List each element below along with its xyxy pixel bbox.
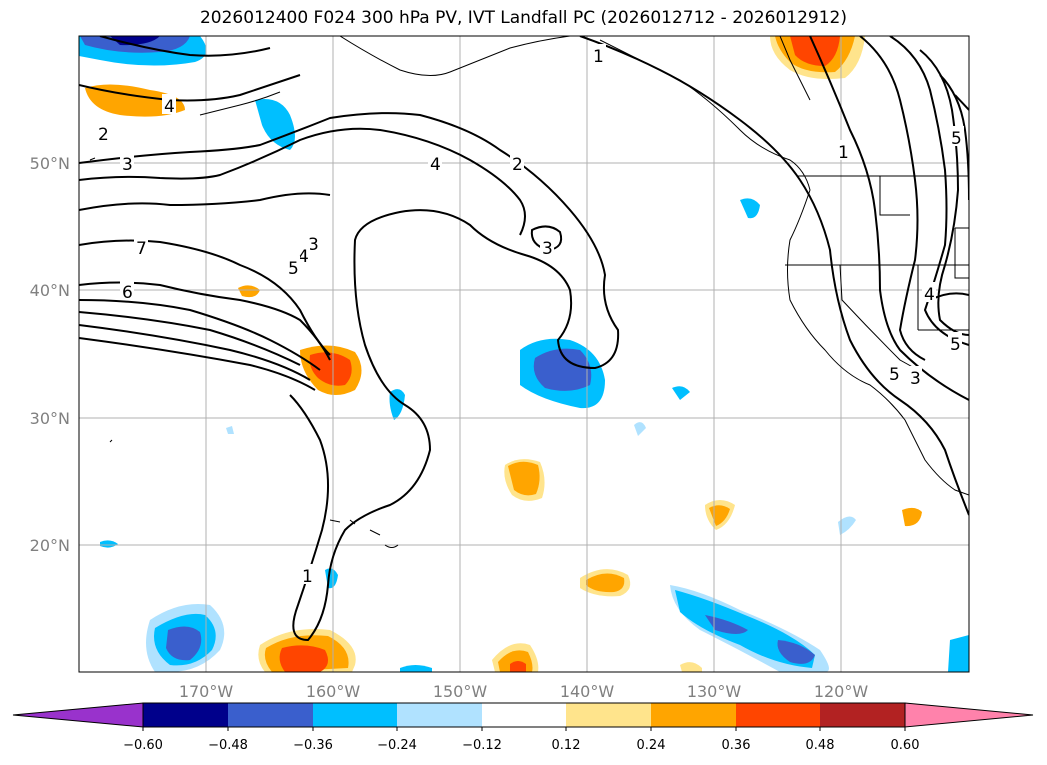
colorbar-swatch <box>651 703 736 727</box>
colorbar-tick-label: −0.48 <box>208 738 248 753</box>
colorbar-tick-label: 0.60 <box>891 738 920 753</box>
svg-text:150°W: 150°W <box>433 682 488 701</box>
svg-text:40°N: 40°N <box>30 281 70 300</box>
colorbar-tick-label: 0.12 <box>552 738 581 753</box>
svg-text:4: 4 <box>430 155 441 175</box>
map-frame <box>78 35 970 673</box>
svg-text:1: 1 <box>302 567 313 587</box>
colorbar-swatch <box>566 703 651 727</box>
latitude-labels: 50°N 40°N 30°N 20°N <box>30 154 70 555</box>
pv-contours <box>79 36 969 642</box>
pv-fill-negative <box>79 36 969 672</box>
svg-text:20°N: 20°N <box>30 536 70 555</box>
svg-text:4: 4 <box>164 97 175 117</box>
colorbar-swatch <box>143 703 228 727</box>
svg-text:120°W: 120°W <box>814 682 869 701</box>
colorbar-extend-max <box>904 702 1034 728</box>
svg-text:130°W: 130°W <box>687 682 742 701</box>
svg-text:170°W: 170°W <box>179 682 234 701</box>
colorbar: −0.60 −0.48 −0.36 −0.24 −0.12 0.12 0.24 … <box>12 702 1034 753</box>
svg-text:4: 4 <box>924 285 935 305</box>
colorbar-tick-label: 0.24 <box>637 738 666 753</box>
colorbar-tick-label: −0.60 <box>123 738 163 753</box>
svg-text:5: 5 <box>950 335 961 355</box>
svg-text:6: 6 <box>122 283 133 303</box>
colorbar-swatch <box>228 703 313 727</box>
colorbar-tick-label: 0.48 <box>806 738 835 753</box>
coastlines <box>89 36 969 548</box>
colorbar-tick-label: 0.36 <box>722 738 751 753</box>
colorbar-swatch <box>820 703 905 727</box>
colorbar-swatch <box>313 703 397 727</box>
svg-text:160°W: 160°W <box>306 682 361 701</box>
svg-text:5: 5 <box>288 259 299 279</box>
colorbar-tick-label: −0.12 <box>462 738 502 753</box>
colorbar-swatch <box>736 703 820 727</box>
colorbar-tick-label: −0.36 <box>293 738 333 753</box>
svg-text:2: 2 <box>98 125 109 145</box>
svg-text:5: 5 <box>951 129 962 149</box>
svg-text:3: 3 <box>122 155 133 175</box>
svg-text:4: 4 <box>298 247 309 267</box>
longitude-labels: 170°W 160°W 150°W 140°W 130°W 120°W <box>179 682 869 701</box>
colorbar-swatch <box>482 703 566 727</box>
svg-text:1: 1 <box>593 47 604 67</box>
svg-text:5: 5 <box>889 365 900 385</box>
svg-text:7: 7 <box>136 239 147 259</box>
svg-text:140°W: 140°W <box>560 682 615 701</box>
svg-text:3: 3 <box>910 369 921 389</box>
svg-text:1: 1 <box>838 143 849 163</box>
colorbar-tick-label: −0.24 <box>377 738 417 753</box>
contour-labels: 1 1 1 2 2 3 3 3 4 4 4 5 5 5 <box>96 44 964 587</box>
svg-text:3: 3 <box>542 239 553 259</box>
svg-text:2: 2 <box>512 155 523 175</box>
map-title: 2026012400 F024 300 hPa PV, IVT Landfall… <box>199 8 847 28</box>
svg-text:30°N: 30°N <box>30 409 70 428</box>
svg-text:50°N: 50°N <box>30 154 70 173</box>
svg-text:3: 3 <box>308 235 319 255</box>
colorbar-swatch <box>397 703 482 727</box>
colorbar-extend-min <box>12 702 144 728</box>
map-area: 1 1 1 2 2 3 3 3 4 4 4 5 5 5 <box>79 36 969 672</box>
